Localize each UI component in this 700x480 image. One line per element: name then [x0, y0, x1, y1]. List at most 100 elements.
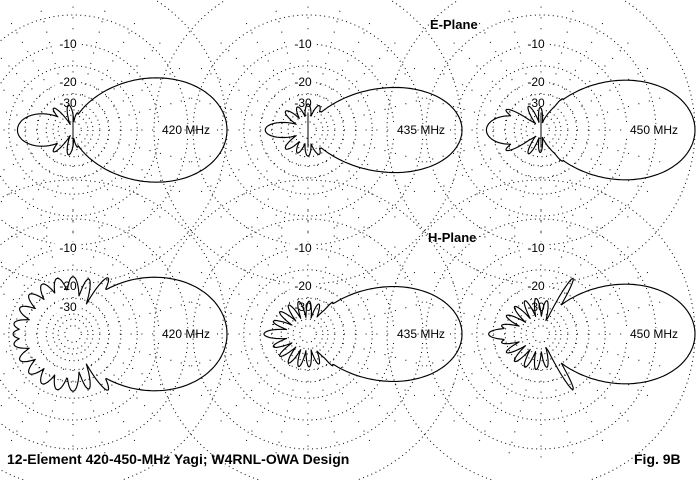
- grid-ring: [0, 43, 160, 217]
- grid-spoke: [338, 351, 418, 398]
- grid-ring: [287, 313, 329, 355]
- db-ring-label: -10: [527, 241, 545, 255]
- grid-spoke: [431, 147, 511, 194]
- grid-ring: [57, 318, 89, 350]
- db-ring-label: -10: [527, 37, 545, 51]
- grid-spoke: [431, 270, 511, 317]
- pattern-curve-e-450: [485, 79, 696, 181]
- grid-spoke: [566, 244, 631, 309]
- grid-spoke: [333, 40, 398, 105]
- grid-spoke: [477, 224, 524, 304]
- grid-spoke: [98, 155, 163, 220]
- grid-spoke: [575, 342, 663, 368]
- label-background: [625, 328, 683, 340]
- grid-ring: [243, 269, 373, 399]
- grid-spoke: [342, 342, 430, 368]
- grid-spoke: [107, 342, 195, 368]
- grid-spoke: [325, 160, 372, 240]
- label-background: [55, 97, 81, 110]
- grid-ring: [299, 121, 317, 139]
- grid-ring: [45, 102, 101, 158]
- grid-spoke: [338, 66, 418, 113]
- grid-spoke: [419, 96, 507, 122]
- frequency-label: 450 MHz: [630, 327, 678, 341]
- grid-spoke: [0, 87, 43, 113]
- grid-spoke: [9, 224, 56, 304]
- grid-spoke: [419, 300, 507, 326]
- grid-spoke: [325, 20, 372, 100]
- grid-spoke: [575, 138, 663, 164]
- db-ring-label: -20: [59, 75, 77, 89]
- grid-spoke: [218, 359, 283, 424]
- grid-spoke: [198, 147, 278, 194]
- db-ring-label: -10: [59, 37, 77, 51]
- grid-spoke: [419, 138, 507, 164]
- grid-spoke: [431, 66, 511, 113]
- grid-ring: [513, 102, 569, 158]
- polar-plot-e-450: -10 -20 -30 450 MHz: [386, 0, 696, 285]
- label-background: [523, 242, 549, 254]
- label-background: [290, 76, 316, 88]
- grid-spoke: [419, 342, 507, 368]
- grid-ring: [520, 313, 562, 355]
- grid-spoke: [571, 147, 651, 194]
- label-background: [55, 38, 81, 50]
- label-background: [290, 280, 316, 292]
- grid-spoke: [244, 20, 291, 100]
- grid-ring: [52, 313, 94, 355]
- grid-spoke: [451, 359, 516, 424]
- grid-spoke: [477, 20, 524, 100]
- grid-spoke: [9, 364, 56, 444]
- grid-ring: [221, 247, 395, 421]
- figure-number: Fig. 9B: [634, 451, 681, 467]
- grid-spoke: [107, 96, 195, 122]
- grid-ring: [476, 65, 606, 195]
- grid-ring: [64, 121, 82, 139]
- label-background: [523, 280, 549, 292]
- frequency-label: 420 MHz: [162, 327, 210, 341]
- frequency-label: 435 MHz: [397, 123, 445, 137]
- grid-spoke: [90, 364, 137, 444]
- grid-ring: [271, 297, 345, 371]
- figure-caption: 12-Element 420-450-MHz Yagi; W4RNL-OWA D…: [7, 451, 350, 467]
- grid-spoke: [566, 359, 631, 424]
- grid-ring: [45, 306, 101, 362]
- grid-ring: [280, 306, 336, 362]
- polar-plot-h-435: -10 -20 -30 435 MHz: [153, 179, 463, 480]
- db-ring-label: -30: [527, 300, 545, 314]
- grid-spoke: [342, 300, 430, 326]
- db-ring-label: -30: [527, 96, 545, 110]
- grid-spoke: [507, 164, 533, 252]
- grid-spoke: [451, 40, 516, 105]
- frequency-label: 450 MHz: [630, 123, 678, 137]
- grid-spoke: [81, 164, 107, 252]
- db-ring-label: -20: [527, 75, 545, 89]
- frequency-label: 435 MHz: [397, 327, 445, 341]
- grid-ring: [287, 109, 329, 151]
- grid-spoke: [9, 160, 56, 240]
- grid-spoke: [98, 40, 163, 105]
- grid-ring: [525, 318, 557, 350]
- label-background: [55, 242, 81, 254]
- grid-ring: [532, 121, 550, 139]
- pattern-curve-e-420: [16, 77, 228, 183]
- grid-spoke: [0, 351, 43, 377]
- grid-spoke: [566, 155, 631, 220]
- label-background: [523, 38, 549, 50]
- grid-ring: [520, 109, 562, 151]
- db-ring-label: -30: [59, 96, 77, 110]
- grid-spoke: [107, 300, 195, 326]
- grid-ring: [280, 102, 336, 158]
- grid-spoke: [81, 212, 107, 300]
- grid-spoke: [342, 96, 430, 122]
- grid-ring: [52, 109, 94, 151]
- db-ring-label: -20: [294, 75, 312, 89]
- grid-spoke: [0, 138, 39, 151]
- grid-spoke: [198, 66, 278, 113]
- grid-ring: [532, 325, 550, 343]
- db-ring-label: -30: [59, 300, 77, 314]
- grid-ring: [504, 297, 578, 371]
- grid-ring: [36, 297, 110, 371]
- grid-ring: [299, 325, 317, 343]
- grid-spoke: [274, 368, 300, 456]
